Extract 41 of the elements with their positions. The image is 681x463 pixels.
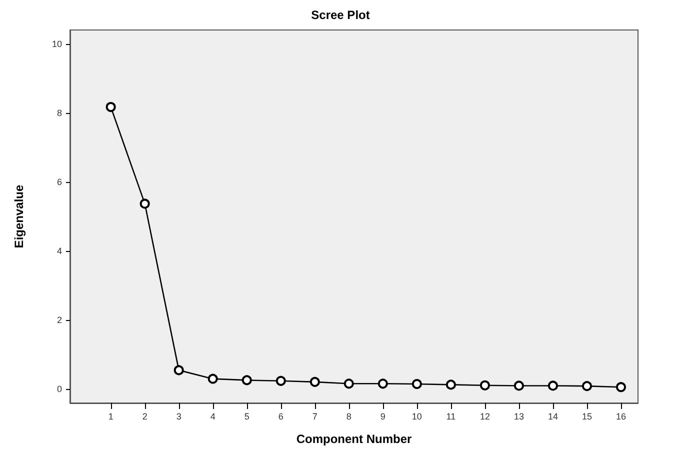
x-tick-label: 16 <box>616 412 626 422</box>
x-tick-label: 11 <box>446 412 456 422</box>
point <box>140 198 150 209</box>
x-tick-label: 12 <box>480 412 490 422</box>
x-tick-label: 10 <box>412 412 422 422</box>
x-tick-label: 8 <box>346 412 352 422</box>
x-tick-label: 3 <box>176 412 182 422</box>
x-tick-label: 2 <box>142 412 148 422</box>
point <box>514 380 524 391</box>
chart-title: Scree Plot <box>311 8 370 22</box>
x-tick-label: 13 <box>514 412 524 422</box>
y-tick-label: 6 <box>56 176 62 187</box>
point <box>208 374 218 384</box>
x-tick-label: 5 <box>244 412 250 422</box>
point <box>242 375 252 386</box>
x-tick-label: 9 <box>380 412 386 422</box>
y-tick-label: 8 <box>56 108 62 118</box>
point <box>378 378 388 389</box>
y-tick-label: 2 <box>56 315 62 326</box>
y-tick-label: 4 <box>56 246 62 256</box>
x-tick-label: 1 <box>108 412 114 422</box>
point <box>616 382 626 392</box>
point <box>106 102 116 112</box>
point <box>446 380 456 390</box>
y-tick-label: 10 <box>52 38 62 49</box>
point <box>344 378 354 389</box>
x-tick-label: 6 <box>278 412 284 422</box>
y-axis-title: Eigenvalue <box>12 184 26 248</box>
point <box>582 381 592 392</box>
x-tick-label: 4 <box>210 412 216 422</box>
point <box>548 380 558 391</box>
point <box>310 376 320 387</box>
x-tick-label: 14 <box>548 412 558 422</box>
x-tick-label: 15 <box>582 412 592 422</box>
point <box>480 380 490 390</box>
point <box>412 379 422 389</box>
point <box>276 376 286 386</box>
x-axis-title: Component Number <box>296 432 412 446</box>
point <box>174 365 184 376</box>
x-tick-label: 7 <box>312 412 318 422</box>
y-tick-label: 0 <box>56 384 62 394</box>
